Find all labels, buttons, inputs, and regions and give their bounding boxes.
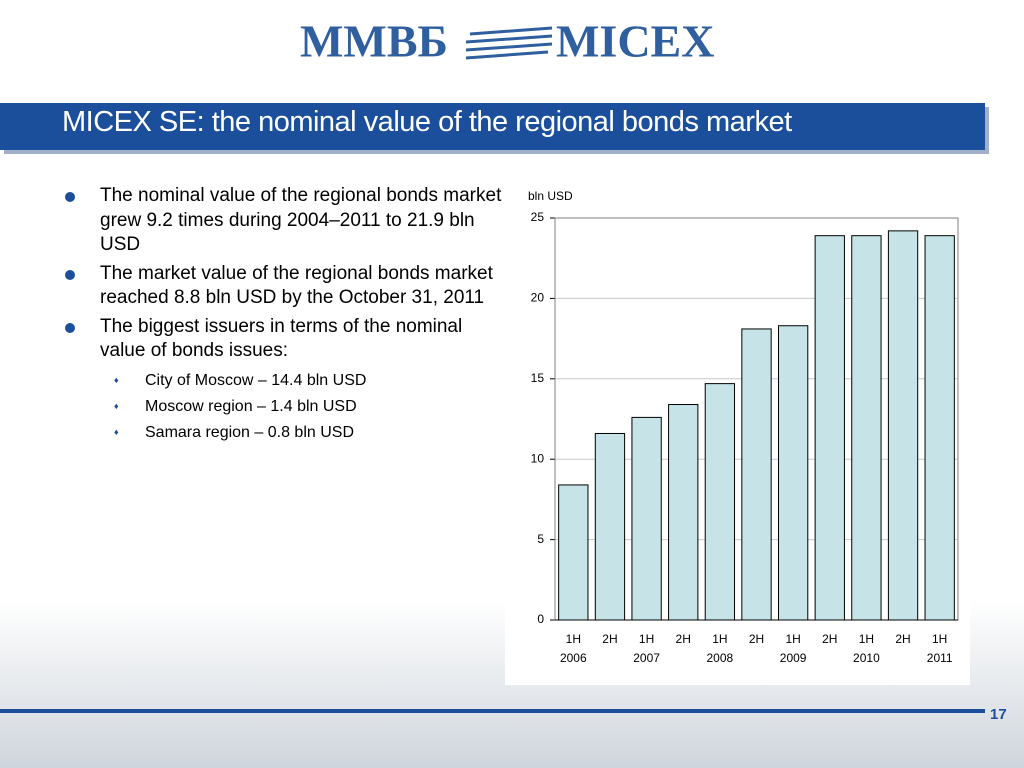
bar bbox=[924, 235, 955, 621]
x-tick-label: 1H bbox=[859, 632, 874, 646]
x-tick-label: 1H bbox=[566, 632, 581, 646]
bar bbox=[851, 235, 882, 621]
x-tick-label: 1H bbox=[639, 632, 654, 646]
sub-bullet: Moscow region – 1.4 bln USD bbox=[62, 393, 507, 420]
x-tick-label: 2H bbox=[749, 632, 764, 646]
title: MICEX SE: the nominal value of the regio… bbox=[62, 106, 792, 138]
title-bar bbox=[0, 103, 985, 150]
x-tick-label: 1H bbox=[785, 632, 800, 646]
logo-right: MICEX bbox=[556, 16, 714, 67]
logo-left: ММВБ bbox=[300, 16, 448, 67]
sub-bullet: City of Moscow – 14.4 bln USD bbox=[62, 367, 507, 394]
bullet: The nominal value of the regional bonds … bbox=[62, 184, 507, 258]
bullet: The biggest issuers in terms of the nomi… bbox=[62, 315, 507, 364]
y-tick-label: 0 bbox=[537, 612, 544, 626]
x-tick-label: 2H bbox=[602, 632, 617, 646]
bar bbox=[741, 328, 772, 621]
bar bbox=[704, 383, 736, 621]
x-tick-label: 2H bbox=[895, 632, 910, 646]
x-tick-label: 2H bbox=[822, 632, 837, 646]
bullet: The market value of the regional bonds m… bbox=[62, 262, 507, 311]
bar bbox=[558, 484, 589, 621]
x-group-label: 2010 bbox=[853, 651, 880, 665]
x-group-label: 2006 bbox=[560, 651, 587, 665]
sub-bullet: Samara region – 0.8 bln USD bbox=[62, 419, 507, 446]
x-tick-label: 1H bbox=[712, 632, 727, 646]
x-group-label: 2007 bbox=[633, 651, 660, 665]
x-group-label: 2008 bbox=[707, 651, 734, 665]
bar bbox=[887, 230, 919, 621]
bar bbox=[814, 235, 845, 621]
x-group-label: 2009 bbox=[780, 651, 807, 665]
logo-symbol bbox=[465, 26, 553, 60]
bullet-list: The nominal value of the regional bonds … bbox=[62, 184, 507, 446]
bar bbox=[631, 416, 662, 621]
footer-line bbox=[0, 709, 985, 713]
bar bbox=[777, 325, 809, 621]
page-number: 17 bbox=[990, 706, 1007, 723]
y-tick-label: 25 bbox=[531, 210, 545, 224]
y-tick-label: 10 bbox=[531, 451, 545, 465]
y-tick-label: 5 bbox=[537, 532, 544, 546]
bar bbox=[594, 432, 626, 621]
bar bbox=[668, 404, 699, 621]
y-tick-label: 15 bbox=[531, 371, 545, 385]
y-tick-label: 20 bbox=[531, 291, 545, 305]
y-axis-label: bln USD bbox=[528, 189, 573, 203]
x-tick-label: 1H bbox=[932, 632, 947, 646]
x-group-label: 2011 bbox=[927, 651, 953, 665]
x-tick-label: 2H bbox=[676, 632, 691, 646]
